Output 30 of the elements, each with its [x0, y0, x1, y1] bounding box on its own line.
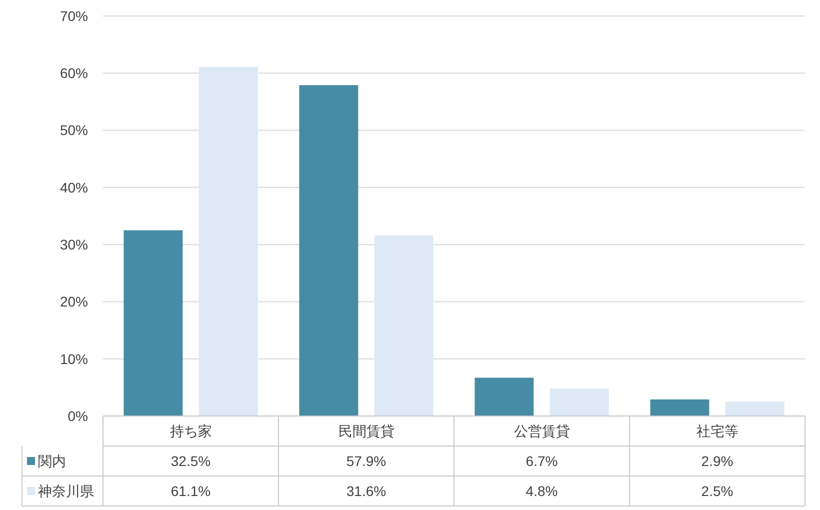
legend-label: 神奈川県: [38, 482, 94, 499]
legend-label: 関内: [38, 452, 66, 469]
x-tick-label: 公営賃貸: [514, 422, 570, 439]
data-label: 2.9%: [701, 452, 734, 469]
data-label: 57.9%: [346, 452, 386, 469]
y-tick-label: 60%: [60, 65, 88, 82]
bar: [550, 388, 609, 416]
y-tick-label: 0%: [68, 408, 88, 424]
y-tick-label: 30%: [60, 236, 88, 252]
bar: [650, 399, 710, 416]
y-tick-label: 50%: [60, 122, 88, 138]
y-tick-label: 40%: [60, 179, 88, 196]
x-tick-label: 民間賃貸: [338, 422, 394, 439]
data-label: 31.6%: [346, 482, 386, 499]
data-label: 32.5%: [170, 452, 211, 469]
bar: [299, 85, 358, 416]
bar: [198, 66, 258, 416]
data-label: 2.5%: [701, 482, 734, 499]
data-label: 61.1%: [170, 482, 211, 499]
y-tick-label: 70%: [60, 8, 88, 24]
y-tick-label: 20%: [60, 294, 88, 310]
bar: [474, 378, 534, 416]
bar: [124, 230, 183, 416]
x-tick-label: 社宅等: [696, 422, 738, 439]
y-tick-label: 10%: [60, 350, 88, 367]
bar: [374, 235, 434, 416]
bar: [725, 402, 784, 416]
data-label: 6.7%: [526, 452, 558, 469]
data-label: 4.8%: [526, 482, 558, 499]
x-tick-label: 持ち家: [170, 422, 212, 439]
